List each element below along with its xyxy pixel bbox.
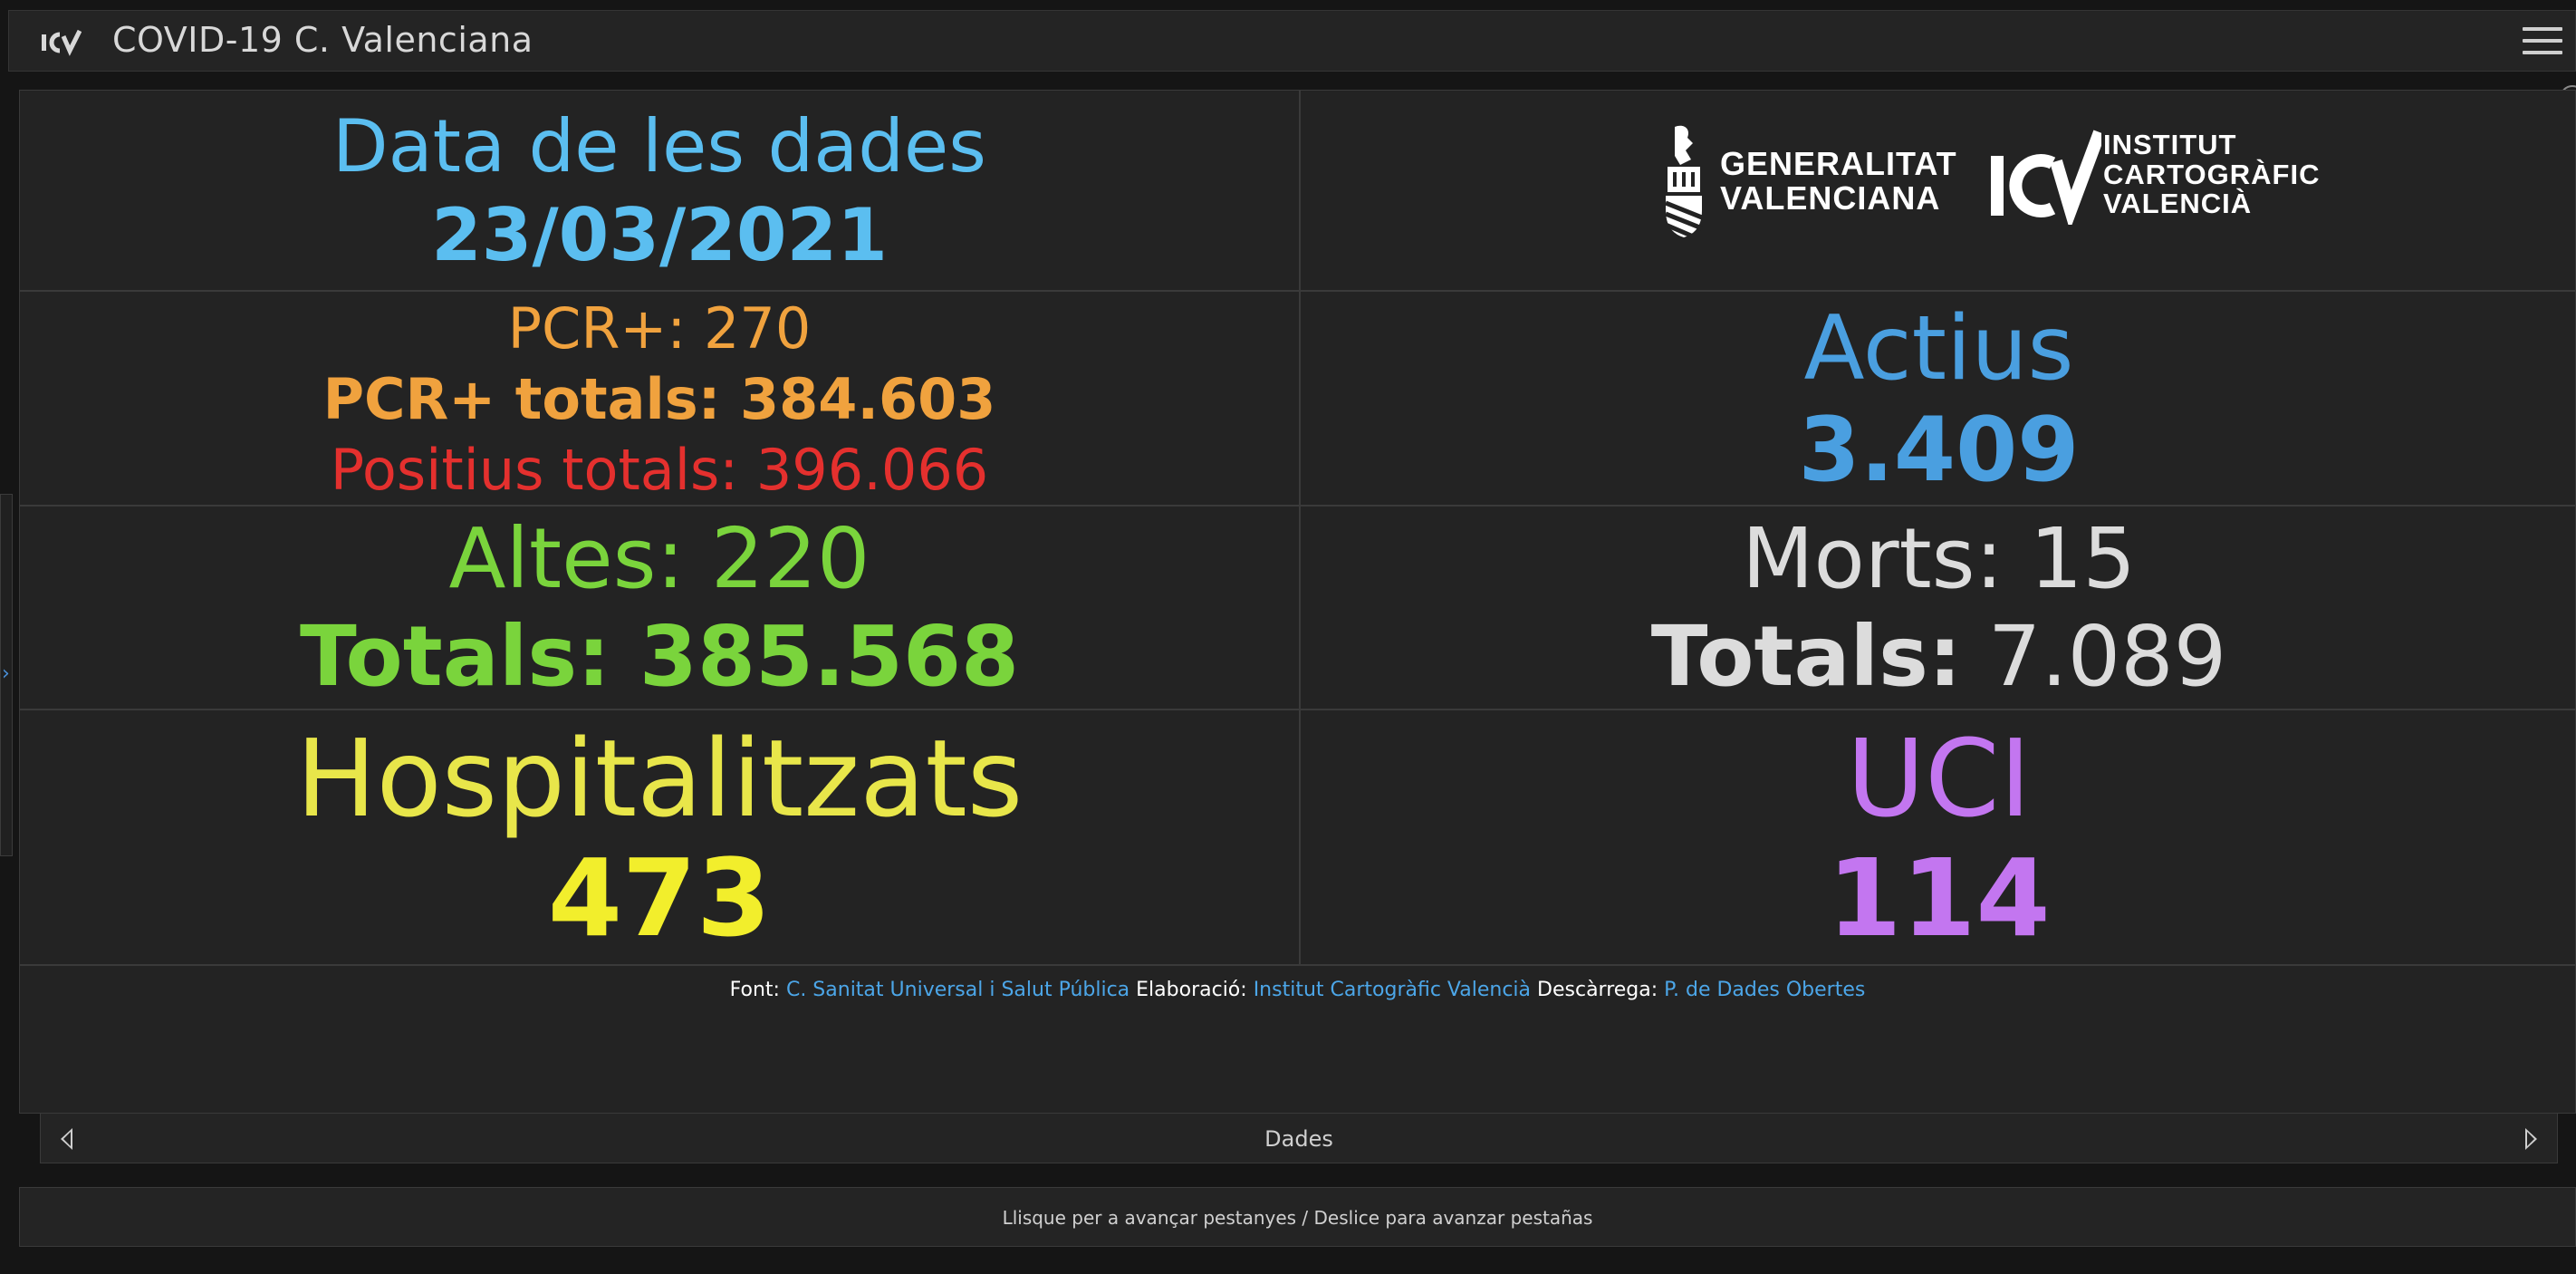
hospitalitzats-cell: Hospitalitzats 473 <box>20 710 1301 966</box>
icv-logo-line1: INSTITUT <box>2103 129 2237 160</box>
elaboracio-label: Elaboració: <box>1136 979 1247 1001</box>
hospitalitzats-value: 473 <box>547 835 772 960</box>
uci-value: 114 <box>1827 835 2051 960</box>
morts-total-label: Totals: <box>1650 608 1962 705</box>
actius-label: Actius <box>1803 297 2074 401</box>
next-tab-arrow-icon[interactable] <box>2525 1128 2537 1150</box>
date-cell: Data de les dades 23/03/2021 <box>20 91 1301 292</box>
hamburger-menu-icon[interactable] <box>2523 27 2562 60</box>
app-header: COVID-19 C. Valenciana <box>8 10 2576 72</box>
actius-cell: Actius 3.409 <box>1301 292 2576 507</box>
icv-logo-icon <box>42 29 82 56</box>
hospitalitzats-label: Hospitalitzats <box>295 716 1024 841</box>
previous-tab-arrow-icon[interactable] <box>61 1128 72 1150</box>
descarrega-link[interactable]: P. de Dades Obertes <box>1664 979 1866 1001</box>
side-panel-toggle[interactable]: › <box>0 494 13 856</box>
icv-logo-line3: VALENCIÀ <box>2103 188 2253 220</box>
altes-cell: Altes: 220 Totals: 385.568 <box>20 507 1301 710</box>
morts-cell: Morts: 15 Totals: 7.089 <box>1301 507 2576 710</box>
app-title: COVID-19 C. Valenciana <box>112 20 533 60</box>
logos-cell: GENERALITAT VALENCIANA INSTITUT CARTOGRÀ… <box>1301 91 2576 292</box>
dashboard-panel: Data de les dades 23/03/2021 GENERALITAT… <box>19 90 2576 1114</box>
swipe-hint-text: Llisque per a avançar pestanyes / Deslic… <box>1002 1207 1593 1229</box>
gv-logo-line1: GENERALITAT <box>1720 145 1957 182</box>
tab-navigator: Dades <box>40 1113 2558 1163</box>
icv-logo-line2: CARTOGRÀFIC <box>2103 158 2321 190</box>
font-link[interactable]: C. Sanitat Universal i Salut Pública <box>785 979 1130 1001</box>
morts-daily: Morts: 15 <box>1742 510 2136 607</box>
uci-label: UCI <box>1846 716 2032 841</box>
uci-cell: UCI 114 <box>1301 710 2576 966</box>
altes-total: Totals: 385.568 <box>300 608 1019 705</box>
credits: Font: C. Sanitat Universal i Salut Públi… <box>20 979 2575 1001</box>
font-label: Font: <box>729 979 780 1001</box>
descarrega-label: Descàrrega: <box>1537 979 1658 1001</box>
altes-daily: Altes: 220 <box>448 510 870 607</box>
pcr-daily: PCR+: 270 <box>507 295 812 362</box>
pcr-total: PCR+ totals: 384.603 <box>322 366 996 432</box>
date-label: Data de les dades <box>332 104 986 188</box>
gv-logo-line2: VALENCIANA <box>1720 179 1941 217</box>
date-value: 23/03/2021 <box>431 193 888 277</box>
generalitat-shield-icon <box>1665 125 1703 238</box>
pcr-cell: PCR+: 270 PCR+ totals: 384.603 Positius … <box>20 292 1301 507</box>
positius-total: Positius totals: 396.066 <box>330 437 989 503</box>
swipe-hint-bar: Llisque per a avançar pestanyes / Deslic… <box>19 1187 2576 1247</box>
morts-total-value: 7.089 <box>1987 608 2227 705</box>
morts-total: Totals: 7.089 <box>1301 615 2576 699</box>
actius-value: 3.409 <box>1798 399 2080 502</box>
current-tab-label: Dades <box>1264 1126 1333 1152</box>
icv-mark-icon <box>1991 130 2101 225</box>
chevron-right-icon: › <box>2 662 10 685</box>
elaboracio-link[interactable]: Institut Cartogràfic Valencià <box>1253 979 1532 1001</box>
